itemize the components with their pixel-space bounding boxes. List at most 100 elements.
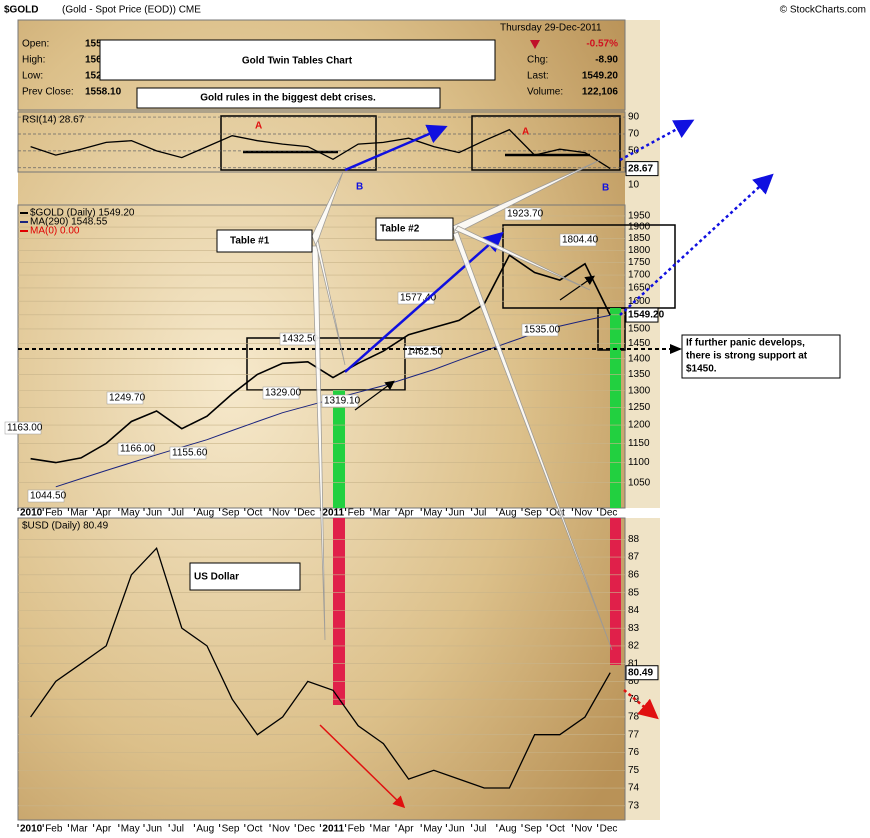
field-value: 122,106 [582, 87, 619, 98]
x-tick-label: Feb [348, 824, 366, 835]
plot-bg [18, 20, 625, 820]
callout-box [375, 217, 454, 241]
y-tick-label: 77 [628, 729, 640, 740]
annotation-box [169, 446, 207, 460]
x-tick-label: Aug [196, 824, 214, 835]
x-tick-label: Jul [171, 824, 184, 835]
y-tick-label: 76 [628, 747, 640, 758]
y-tick-label: 86 [628, 569, 640, 580]
support-box [681, 334, 841, 379]
support-arrowhead [670, 344, 682, 354]
y-tick-label: 1100 [628, 457, 650, 468]
legend-label: $GOLD (Daily) 1549.20 [30, 208, 135, 219]
x-tick-label: Jun [146, 824, 162, 835]
red-bar [610, 518, 621, 665]
x-tick-label: 2010 [20, 824, 43, 835]
annotation: 1044.50 [30, 491, 67, 502]
callout-box [189, 562, 301, 591]
date: Thursday 29-Dec-2011 [500, 23, 602, 34]
series-line [30, 546, 611, 789]
title: Gold Twin Tables Chart [242, 56, 353, 67]
annotation: 1329.00 [265, 388, 302, 399]
y-tick-label: 50 [628, 146, 640, 157]
last-value: 1549.20 [628, 310, 665, 321]
x-tick-label: Dec [297, 824, 315, 835]
x-tick-label: Feb [45, 824, 63, 835]
y-tick-label: 90 [628, 112, 640, 123]
last-value-box [625, 307, 659, 323]
y-tick-label: 1800 [628, 245, 651, 256]
last-value-box [625, 161, 659, 177]
x-tick-label: Oct [247, 824, 263, 835]
field-value: -8.90 [595, 55, 618, 66]
description: (Gold - Spot Price (EOD)) CME [62, 5, 201, 16]
x-tick-label: Nov [574, 824, 592, 835]
annotation: 1804.40 [562, 235, 599, 246]
x-tick-label: Oct [549, 824, 565, 835]
x-tick-label: Jul [474, 824, 487, 835]
field-label: Low: [22, 71, 43, 82]
x-tick-label: Feb [348, 508, 366, 519]
label-b: B [602, 183, 609, 194]
y-tick-label: 1450 [628, 338, 651, 349]
title-box [99, 39, 496, 81]
annotation-box [27, 489, 65, 503]
annotation-box [559, 233, 597, 247]
annotation: 1535.00 [524, 325, 561, 336]
x-tick-label: 2011 [322, 508, 344, 519]
field-value: 156 [85, 55, 102, 66]
callout: Table #1 [230, 236, 270, 247]
annotation: 1432.50 [282, 334, 319, 345]
symbol: $GOLD [4, 5, 38, 16]
x-tick-label: Sep [524, 824, 542, 835]
annotation: 1163.00 [7, 423, 43, 434]
axis-strip [0, 820, 660, 838]
last-value-box [625, 665, 659, 681]
y-tick-label: 1250 [628, 402, 651, 413]
x-tick-label: Aug [499, 508, 517, 519]
y-tick-label: 87 [628, 552, 640, 563]
y-tick-label: 1950 [628, 211, 651, 222]
field-label: Chg: [527, 55, 548, 66]
x-tick-label: Sep [222, 824, 240, 835]
change-pct: -0.57% [586, 39, 618, 50]
field-label: Prev Close: [22, 87, 74, 98]
y-tick-label: 1400 [628, 353, 651, 364]
x-tick-label: Sep [222, 508, 240, 519]
y-tick-label: 1200 [628, 420, 651, 431]
x-tick-label: Aug [499, 824, 517, 835]
legend-label: $USD (Daily) 80.49 [22, 521, 109, 532]
x-tick-label: Jun [448, 824, 464, 835]
annotation-box [106, 391, 144, 405]
y-tick-label: 85 [628, 587, 640, 598]
label-a: A [255, 121, 262, 132]
annotation-box [504, 207, 542, 221]
y-tick-label: 10 [628, 179, 640, 190]
y-tick-label: 82 [628, 641, 640, 652]
x-tick-label: Apr [96, 824, 112, 835]
legend-label: RSI(14) 28.67 [22, 115, 85, 126]
x-tick-label: Mar [373, 508, 391, 519]
y-tick-label: 1300 [628, 385, 651, 396]
y-tick-label: 84 [628, 605, 640, 616]
last-value: 80.49 [628, 667, 653, 678]
y-tick-label: 1850 [628, 233, 651, 244]
x-tick-label: May [121, 508, 140, 519]
x-tick-label: Oct [549, 508, 565, 519]
annotation-box [321, 394, 359, 408]
x-tick-label: Oct [247, 508, 263, 519]
green-bar [333, 390, 345, 508]
field-value: 152 [85, 71, 102, 82]
y-tick-label: 78 [628, 712, 640, 723]
annotation: 1155.60 [172, 448, 208, 459]
x-tick-label: Apr [398, 824, 414, 835]
red-bar [333, 518, 345, 705]
x-tick-label: Apr [398, 508, 414, 519]
support-text: $1450. [686, 364, 717, 375]
annotation-box [262, 386, 300, 400]
legend-label: MA(0) 0.00 [30, 226, 80, 237]
x-tick-label: Mar [70, 824, 88, 835]
x-tick-label: Jul [171, 508, 184, 519]
y-tick-label: 1350 [628, 369, 651, 380]
x-tick-label: May [121, 824, 140, 835]
